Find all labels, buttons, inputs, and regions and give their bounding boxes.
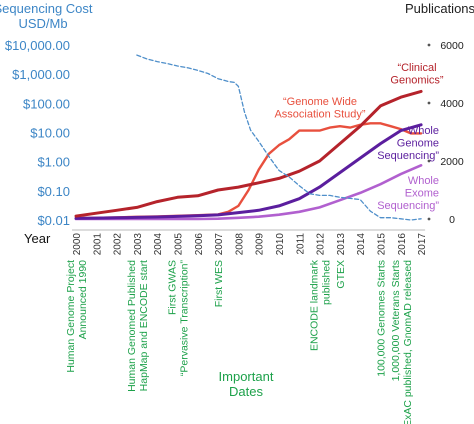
right-axis-title: Publications	[405, 1, 474, 16]
year-tick-label: 2016	[397, 233, 408, 256]
year-tick-label: 2006	[194, 233, 205, 256]
important-date-label: “Pervasive Transcription”	[179, 260, 191, 377]
right-tick-mark	[427, 217, 431, 221]
important-dates: Human Genome Project Announced 1990 Human …	[65, 259, 414, 424]
important-date-label: First WES	[213, 260, 225, 307]
series-label: Whole	[408, 125, 439, 137]
important-date-label: Announced 1990	[77, 260, 89, 340]
year-tick-label: 2010	[275, 233, 286, 256]
series-line-clinical-genomics	[74, 89, 423, 218]
series-label: Genomics”	[390, 75, 444, 87]
series-label: Genome	[397, 138, 439, 150]
left-tick-label: $1.00	[37, 155, 70, 170]
important-date-label: published	[321, 260, 333, 305]
left-axis-title: Sequencing Cost	[0, 1, 93, 16]
important-dates-title: Important	[219, 369, 274, 384]
year-tick-label: 2012	[316, 233, 327, 256]
year-tick-label: 2007	[214, 233, 225, 256]
year-tick-label: 2017	[417, 233, 428, 256]
important-date-label: GTEX	[335, 260, 347, 289]
year-tick-label: 2003	[133, 233, 144, 256]
series-label: Whole	[408, 175, 439, 187]
important-date-label: ExAC published, GnomAD released	[402, 260, 414, 424]
year-tick-label: 2001	[92, 233, 103, 256]
right-tick-label: 0	[449, 214, 455, 226]
series-label: Sequencing”	[377, 200, 439, 212]
left-tick-label: $10,000.00	[5, 38, 70, 53]
right-tick-mark	[427, 43, 431, 47]
year-tick-label: 2005	[174, 233, 185, 256]
year-tick-label: 2004	[153, 233, 164, 256]
series-lines	[74, 54, 423, 221]
series-label: Sequencing”	[377, 150, 439, 162]
series-line-whole-genome-sequencing	[74, 123, 423, 220]
left-tick-label: $1,000.00	[12, 67, 70, 82]
x-axis-title: Year	[24, 231, 51, 246]
year-tick-label: 2015	[377, 233, 388, 256]
right-tick-label: 2000	[440, 156, 464, 168]
important-dates-title: Dates	[229, 384, 263, 399]
year-tick-label: 2014	[356, 233, 367, 256]
right-tick-label: 4000	[440, 98, 464, 110]
important-date-label: 1,000,000 Veterans Starts	[390, 260, 402, 381]
important-date-label: ENCODE landmark	[309, 259, 321, 351]
year-tick-label: 2009	[255, 233, 266, 256]
important-date-label: First GWAS	[167, 260, 179, 315]
series-label: “Clinical	[397, 62, 436, 74]
series-label: “Genome Wide	[283, 96, 357, 108]
series-line-genome-wide-association-study	[74, 122, 423, 220]
right-tick-mark	[427, 101, 431, 105]
left-tick-label: $100.00	[23, 96, 70, 111]
series-line-whole-exome-sequencing	[74, 164, 423, 221]
important-date-label: Human Genomed Published	[126, 260, 138, 392]
important-date-label: 100,000 Genomes Starts	[376, 260, 388, 377]
left-tick-label: $0.01	[37, 213, 70, 228]
sequencing-cost-line	[136, 54, 422, 221]
left-tick-label: $10.00	[30, 126, 70, 141]
important-date-label: HapMap and ENCODE start	[138, 260, 150, 391]
right-tick-mark	[427, 159, 431, 163]
year-tick-label: 2011	[295, 233, 306, 255]
important-date-label: Human Genome Project	[65, 260, 77, 373]
right-tick-label: 6000	[440, 40, 464, 52]
series-label: Association Study”	[274, 109, 365, 121]
year-tick-label: 2013	[336, 233, 347, 256]
year-tick-label: 2008	[234, 233, 245, 256]
year-tick-label: 2002	[113, 233, 124, 256]
year-tick-label: 2000	[72, 233, 83, 256]
left-tick-label: $0.10	[37, 184, 70, 199]
left-axis-title: USD/Mb	[18, 16, 67, 31]
series-label: Exome	[405, 188, 439, 200]
